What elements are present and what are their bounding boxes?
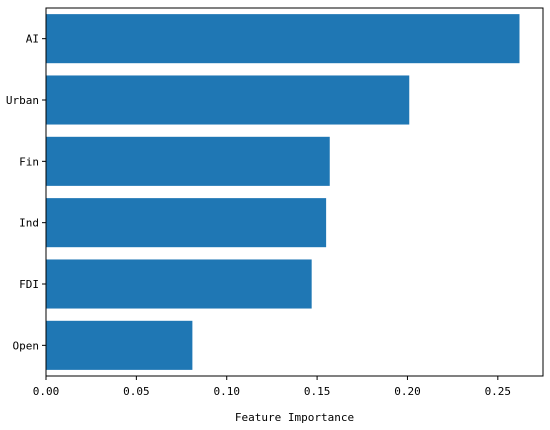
y-tick-label-open: Open — [13, 339, 40, 352]
x-tick-label: 0.05 — [123, 385, 150, 398]
x-axis: 0.00 0.05 0.10 0.15 0.20 0.25 — [33, 376, 511, 398]
y-tick-label-urban: Urban — [6, 94, 39, 107]
x-tick-label: 0.20 — [394, 385, 421, 398]
bar-ai — [46, 14, 520, 64]
bar-urban — [46, 75, 410, 125]
y-axis: AI Urban Fin Ind FDI Open — [6, 33, 46, 352]
bar-ind — [46, 198, 327, 248]
bars-group — [46, 14, 520, 370]
y-tick-label-fin: Fin — [19, 155, 39, 168]
bar-fin — [46, 136, 330, 186]
y-tick-label-ai: AI — [26, 33, 39, 46]
y-tick-label-fdi: FDI — [19, 278, 39, 291]
bar-fdi — [46, 259, 312, 309]
y-tick-label-ind: Ind — [19, 217, 39, 230]
x-tick-label: 0.25 — [485, 385, 512, 398]
x-tick-label: 0.10 — [213, 385, 240, 398]
bar-open — [46, 320, 193, 370]
x-tick-label: 0.00 — [33, 385, 60, 398]
plot-frame — [45, 7, 544, 377]
x-axis-title: Feature Importance — [235, 411, 354, 424]
x-tick-label: 0.15 — [304, 385, 331, 398]
